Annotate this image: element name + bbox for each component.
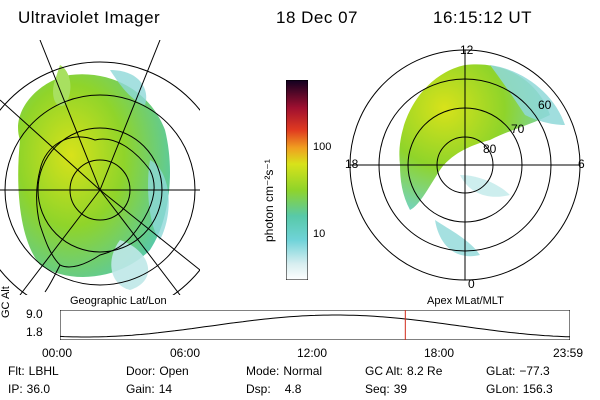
mlt-label-12: 12 (460, 43, 474, 57)
colorbar-unit: photon cm⁻²s⁻¹ (262, 159, 276, 242)
info-glon-value: 156.3 (522, 382, 553, 396)
info-glon-key: GLon: (486, 382, 519, 396)
info-seq: Seq: 39 (365, 382, 407, 396)
info-gain-key: Gain: (126, 382, 155, 396)
orbit-x-label-2359: 23:59 (553, 346, 584, 360)
orbit-ymax-label: 9.0 (26, 307, 43, 321)
colorbar (286, 80, 308, 280)
polar-plot (349, 49, 581, 281)
date-label: 18 Dec 07 (276, 8, 358, 27)
info-ip-key: IP: (8, 382, 23, 396)
info-gain: Gain: 14 (126, 382, 172, 396)
info-ip: IP: 36.0 (8, 382, 50, 396)
orbit-x-label-0600: 06:00 (170, 346, 201, 360)
colorbar-tick-100: 100 (313, 141, 332, 153)
orbit-x-label-1800: 18:00 (424, 346, 455, 360)
info-gcalt-value: 8.2 Re (407, 364, 443, 378)
info-dsp: Dsp: 4.8 (246, 382, 301, 396)
info-filter: Flt: LBHL (8, 364, 59, 378)
info-gcalt: GC Alt: 8.2 Re (365, 364, 442, 378)
info-dsp-key: Dsp: (246, 382, 271, 396)
info-gcalt-key: GC Alt: (365, 364, 404, 378)
mlt-label-18: 18 (345, 157, 359, 171)
info-mode-value: Normal (283, 364, 323, 378)
info-filter-key: Flt: (8, 364, 25, 378)
info-seq-key: Seq: (365, 382, 390, 396)
info-ip-value: 36.0 (26, 382, 51, 396)
orbit-x-label-0000: 00:00 (42, 346, 73, 360)
right-panel-label: Apex MLat/MLT (427, 295, 504, 307)
mlt-label-6: 6 (578, 157, 585, 171)
orbit-plot (60, 310, 570, 340)
colorbar-tick-10: 10 (313, 228, 326, 240)
orbit-ylabel: GC Alt (0, 286, 12, 318)
info-gain-value: 14 (158, 382, 173, 396)
aurora-region-right (399, 64, 550, 210)
info-mode: Mode: Normal (246, 364, 322, 378)
geographic-image (0, 40, 200, 295)
lat-label-70: 70 (511, 122, 525, 136)
left-panel-label: Geographic Lat/Lon (70, 295, 167, 307)
time-label: 16:15:12 UT (433, 8, 533, 27)
info-glat-key: GLat: (486, 364, 516, 378)
orbit-altitude-curve (60, 314, 570, 338)
info-door-key: Door: (126, 364, 156, 378)
info-glon: GLon: 156.3 (486, 382, 553, 396)
mlt-label-0: 0 (468, 277, 475, 291)
info-filter-value: LBHL (28, 364, 59, 378)
orbit-x-label-1200: 12:00 (297, 346, 328, 360)
lat-label-60: 60 (538, 98, 552, 112)
info-seq-value: 39 (393, 382, 408, 396)
orbit-ymin-label: 1.8 (26, 325, 43, 339)
info-glat: GLat: −77.3 (486, 364, 550, 378)
instrument-title: Ultraviolet Imager (18, 8, 161, 27)
info-door: Door: Open (126, 364, 189, 378)
lat-label-80: 80 (483, 142, 497, 156)
info-dsp-value: 4.8 (284, 382, 302, 396)
info-glat-value: −77.3 (519, 364, 550, 378)
info-mode-key: Mode: (246, 364, 280, 378)
coastline (36, 136, 155, 268)
info-door-value: Open (159, 364, 189, 378)
